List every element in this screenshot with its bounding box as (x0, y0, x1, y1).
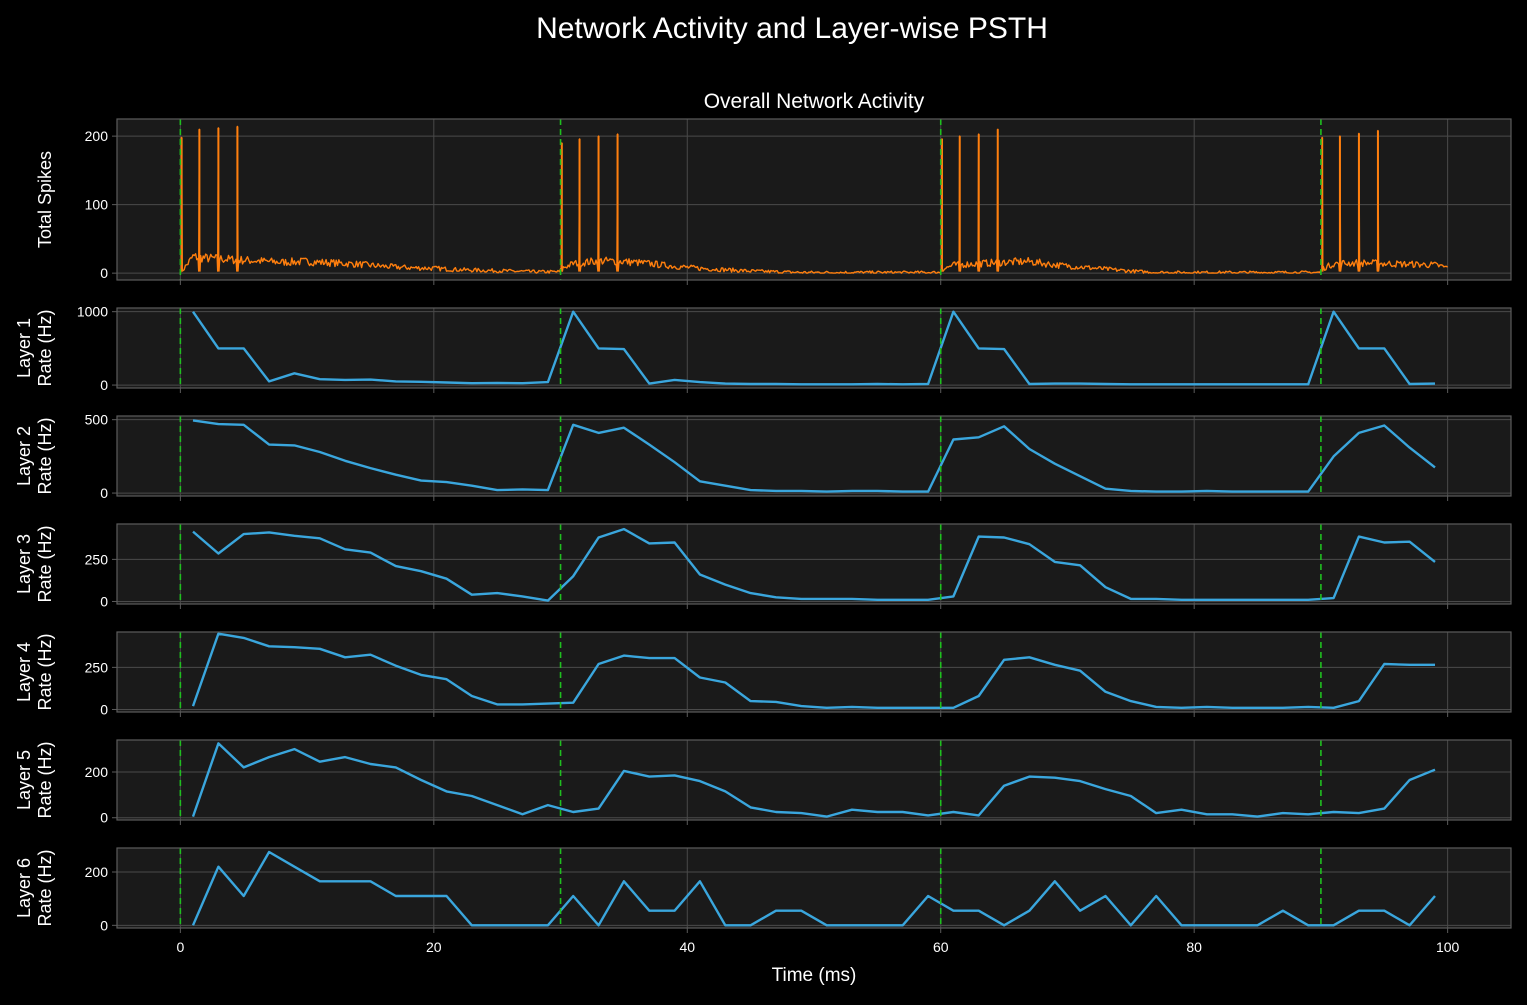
panel-5: 0 200 Layer 5Rate (Hz) (14, 740, 1511, 826)
y-axis-label-line: Layer 4 (14, 642, 34, 702)
y-tick-label: 100 (85, 197, 109, 213)
x-tick-label: 60 (933, 939, 949, 955)
y-axis-label: Layer 2Rate (Hz) (14, 417, 55, 494)
panel-2: 0 500 Layer 2Rate (Hz) (14, 412, 1511, 501)
y-axis-label-line: Layer 1 (14, 318, 34, 378)
y-tick-label: 0 (100, 377, 108, 393)
y-tick-label: 0 (100, 265, 108, 281)
axes-face (117, 848, 1511, 928)
y-axis-label-line: Rate (Hz) (35, 309, 55, 386)
figure-title: Network Activity and Layer-wise PSTH (536, 12, 1048, 45)
panel-title: Overall Network Activity (704, 90, 925, 113)
y-tick-label: 0 (100, 593, 108, 609)
y-tick-label: 200 (85, 864, 109, 880)
axes-face (117, 416, 1511, 496)
y-axis-label-line: Layer 2 (14, 426, 34, 486)
y-axis-label-line: Rate (Hz) (35, 633, 55, 710)
y-axis-label-line: Rate (Hz) (35, 525, 55, 602)
y-tick-label: 200 (85, 764, 109, 780)
y-axis-label: Layer 5Rate (Hz) (14, 741, 55, 818)
y-axis-label-line: Rate (Hz) (35, 417, 55, 494)
y-tick-label: 250 (85, 551, 109, 567)
axes-face (117, 632, 1511, 712)
y-tick-label: 250 (85, 659, 109, 675)
y-axis-label-line: Layer 5 (14, 750, 34, 810)
x-tick-label: 100 (1436, 939, 1460, 955)
x-tick-label: 20 (426, 939, 442, 955)
axes-face (117, 308, 1511, 388)
y-tick-label: 1000 (77, 304, 108, 320)
x-tick-label: 0 (176, 939, 184, 955)
y-tick-label: 200 (85, 128, 109, 144)
y-tick-label: 0 (100, 917, 108, 933)
y-tick-label: 0 (100, 485, 108, 501)
axes-face (117, 119, 1511, 280)
y-tick-label: 500 (85, 412, 109, 428)
x-tick-label: 80 (1186, 939, 1202, 955)
y-axis-label-line: Rate (Hz) (35, 849, 55, 926)
y-tick-label: 0 (100, 810, 108, 826)
panel-3: 0 250 Layer 3Rate (Hz) (14, 524, 1511, 609)
y-axis-label: Layer 6Rate (Hz) (14, 849, 55, 926)
y-axis-label-line: Layer 6 (14, 858, 34, 918)
axes-face (117, 740, 1511, 820)
y-axis-label: Total Spikes (35, 151, 55, 248)
panel-4: 0 250 Layer 4Rate (Hz) (14, 632, 1511, 717)
y-axis-label-line: Layer 3 (14, 534, 34, 594)
y-axis-label-line: Rate (Hz) (35, 741, 55, 818)
y-axis-label: Layer 1Rate (Hz) (14, 309, 55, 386)
x-tick-label: 40 (679, 939, 695, 955)
y-axis-label: Layer 3Rate (Hz) (14, 525, 55, 602)
panel-0: 0 100 200 Overall Network Activity Total Spi… (35, 90, 1511, 285)
y-axis-label: Layer 4Rate (Hz) (14, 633, 55, 710)
x-axis-label: Time (ms) (772, 965, 857, 986)
y-tick-label: 0 (100, 701, 108, 717)
panel-1: 0 1000 Layer 1Rate (Hz) (14, 304, 1511, 393)
axes-face (117, 524, 1511, 604)
